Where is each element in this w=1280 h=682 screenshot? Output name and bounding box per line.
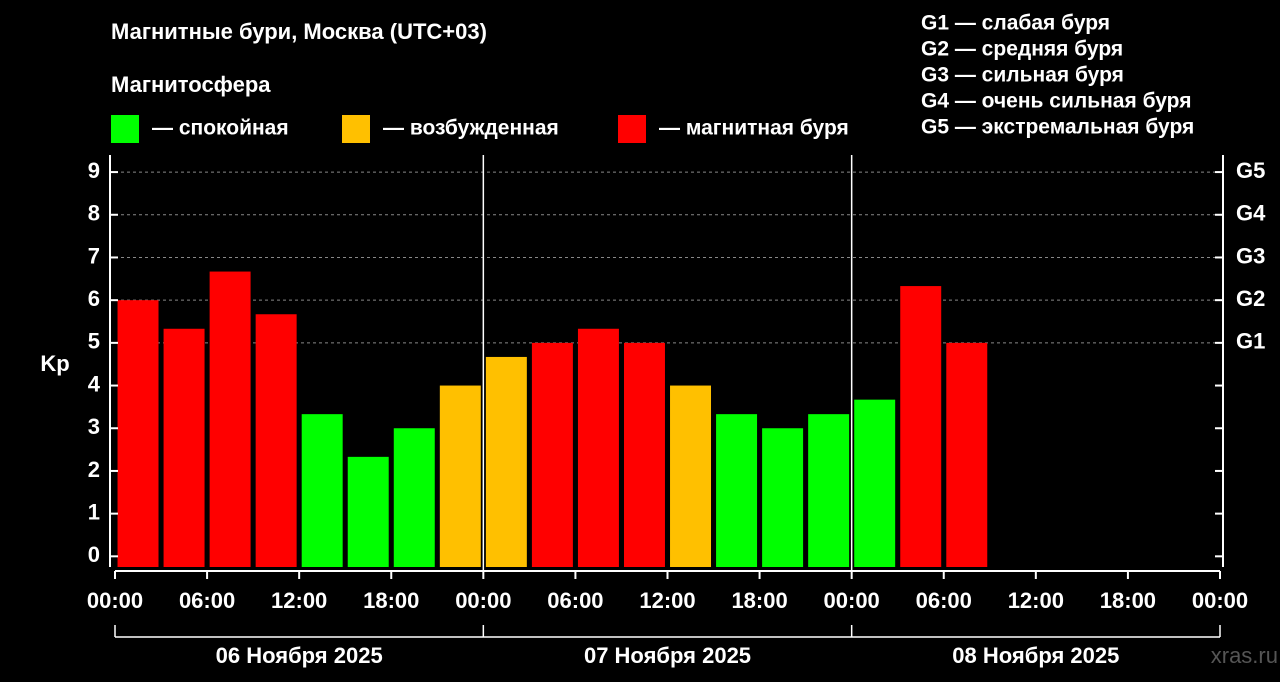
legend-title: Магнитосфера [111,72,271,97]
x-tick-label: 06:00 [179,588,235,613]
x-tick-label: 00:00 [87,588,143,613]
bar [301,414,343,567]
legend-swatch [342,115,370,143]
bar [439,385,481,567]
y-tick-label: 3 [88,414,100,439]
y2-tick-label: G5 [1236,158,1265,183]
y-tick-label: 9 [88,158,100,183]
chart-title: Магнитные бури, Москва (UTC+03) [111,19,487,44]
x-tick-label: 12:00 [1008,588,1064,613]
y-axis-label: Kp [40,351,69,376]
y2-tick-label: G4 [1236,201,1266,226]
bar [946,342,988,567]
y-tick-label: 0 [88,542,100,567]
x-tick-label: 06:00 [547,588,603,613]
bar [716,414,758,567]
x-tick-label: 18:00 [363,588,419,613]
y-tick-label: 8 [88,201,100,226]
bar [623,342,665,567]
x-tick-label: 18:00 [1100,588,1156,613]
x-tick-label: 00:00 [455,588,511,613]
x-tick-label: 18:00 [731,588,787,613]
bar [808,414,850,567]
x-tick-label: 06:00 [916,588,972,613]
storm-scale-item: G4 — очень сильная буря [921,90,1191,113]
storm-scale-item: G5 — экстремальная буря [921,116,1194,139]
bar [255,314,297,567]
bar [670,385,712,567]
y2-tick-label: G3 [1236,243,1265,268]
y-tick-label: 5 [88,329,100,354]
bar [900,286,942,567]
bar [762,428,804,567]
x-tick-label: 00:00 [1192,588,1248,613]
legend-swatch [111,115,139,143]
storm-scale-item: G3 — сильная буря [921,64,1124,87]
bar [854,399,896,567]
legend-label: — возбужденная [383,117,559,140]
y2-tick-label: G1 [1236,329,1265,354]
x-tick-label: 00:00 [824,588,880,613]
bar [393,428,435,567]
bar [347,456,389,567]
y2-tick-label: G2 [1236,286,1265,311]
y-tick-label: 1 [88,499,100,524]
watermark: xras.ru [1211,643,1278,668]
legend-swatch [618,115,646,143]
bar [485,356,527,567]
x-tick-label: 12:00 [639,588,695,613]
x-tick-label: 12:00 [271,588,327,613]
legend-label: — спокойная [152,117,289,140]
y-tick-label: 2 [88,457,100,482]
bar [531,342,573,567]
storm-scale-item: G2 — средняя буря [921,38,1123,61]
y-tick-label: 6 [88,286,100,311]
bar [209,271,251,567]
bar [117,300,159,567]
bar [577,328,619,567]
y-tick-label: 7 [88,243,100,268]
storm-scale-item: G1 — слабая буря [921,12,1110,35]
y-tick-label: 4 [88,371,101,396]
day-label: 07 Ноября 2025 [584,643,751,668]
day-label: 08 Ноября 2025 [952,643,1119,668]
bar [163,328,205,567]
legend-label: — магнитная буря [659,117,849,140]
day-label: 06 Ноября 2025 [216,643,383,668]
